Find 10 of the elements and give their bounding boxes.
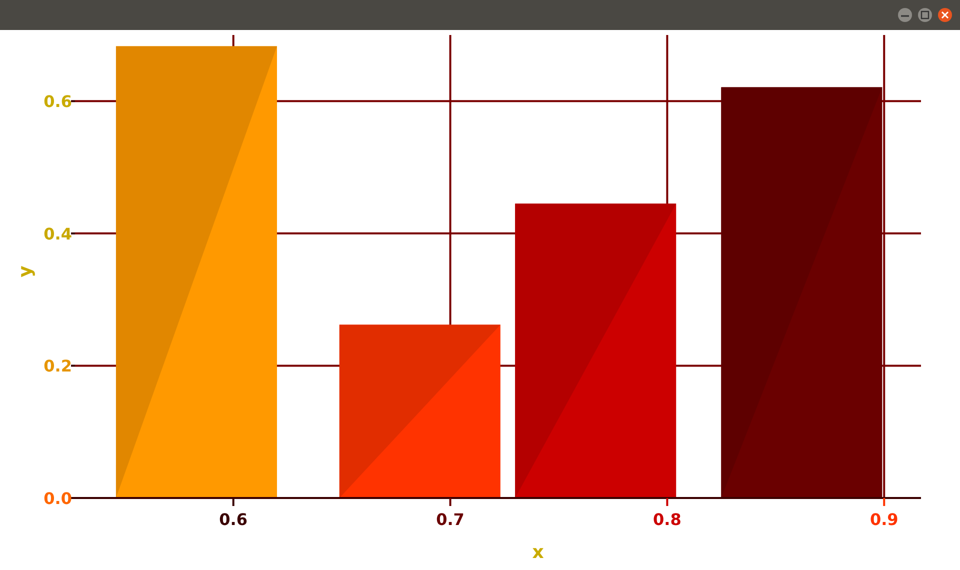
y-tick-label: 0.4 — [44, 224, 72, 244]
x-tick-label: 0.9 — [870, 510, 898, 529]
y-tick-label: 0.6 — [44, 92, 72, 112]
y-tick-label: 0.0 — [44, 489, 72, 508]
x-axis-title: x — [532, 542, 544, 563]
y-tick-label: 0.2 — [44, 356, 72, 376]
y-axis-title: y — [15, 265, 36, 278]
x-tick-label: 0.8 — [653, 510, 682, 529]
x-tick-label: 0.7 — [436, 510, 464, 529]
x-tick-label: 0.6 — [219, 510, 248, 529]
